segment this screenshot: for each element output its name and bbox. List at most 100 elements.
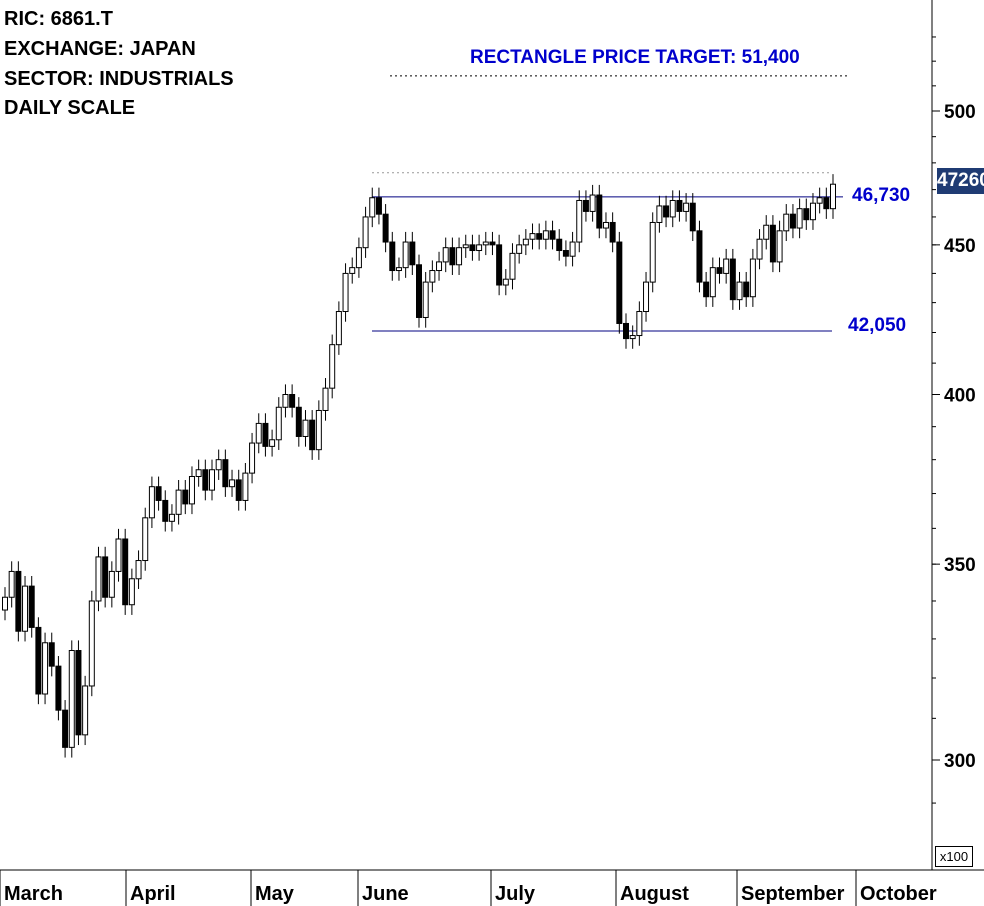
candle-body [315, 409, 322, 451]
candle [155, 476, 162, 511]
candle [676, 190, 683, 222]
candle-body [649, 221, 656, 283]
candle [55, 656, 62, 721]
candle-body [15, 570, 22, 632]
candle-body [222, 459, 229, 488]
candle [496, 234, 503, 296]
candle [549, 220, 556, 250]
candle [289, 384, 296, 418]
candle [8, 561, 15, 608]
candle [202, 459, 209, 501]
candle-body [42, 642, 49, 695]
candle [335, 301, 342, 355]
candle-body [549, 230, 556, 240]
candle-body [663, 205, 670, 218]
candle [636, 301, 643, 346]
candle [756, 229, 763, 270]
candle-body [135, 560, 142, 580]
candle-body [602, 221, 609, 229]
exchange-label: EXCHANGE: JAPAN [4, 38, 196, 60]
candle [556, 229, 563, 261]
candle [315, 400, 322, 460]
y-tick-label: 450 [944, 236, 976, 257]
candle [830, 174, 836, 219]
candle-body [429, 270, 436, 283]
candle-body [235, 479, 242, 501]
candle-body [22, 585, 29, 632]
candle-body [449, 247, 456, 266]
y-tick-label: 500 [944, 102, 976, 123]
candle [643, 271, 650, 322]
candle-body [469, 244, 476, 252]
candle-body [789, 213, 796, 229]
candle-body [696, 230, 703, 283]
candle [255, 413, 262, 454]
candle [502, 269, 509, 296]
candle-body [215, 459, 222, 471]
candle [95, 546, 102, 612]
candle [716, 257, 723, 284]
candle [649, 212, 656, 293]
candle [709, 257, 716, 307]
candle-body [729, 258, 736, 301]
candle [175, 479, 182, 525]
candle-body [830, 183, 836, 210]
candle-body [569, 241, 576, 257]
candle-body [482, 241, 489, 246]
month-label: August [620, 883, 689, 905]
multiplier-box: x100 [935, 846, 973, 867]
candle-body [476, 244, 483, 252]
candle [235, 469, 242, 511]
candle [68, 640, 75, 758]
candle-body [623, 322, 629, 340]
candle [789, 204, 796, 239]
candle [696, 220, 703, 293]
candle-body [509, 252, 516, 280]
candle-body [249, 442, 256, 474]
candle-body [803, 208, 810, 221]
candle [349, 257, 356, 284]
candle-body [456, 247, 463, 266]
month-label: June [362, 883, 409, 905]
candle-body [55, 665, 62, 711]
month-label: March [4, 883, 63, 905]
candle-body [769, 224, 776, 263]
candle [482, 231, 489, 256]
candle-body [242, 472, 249, 501]
candle-body [209, 469, 215, 491]
candle [462, 234, 469, 258]
candle-body [202, 469, 209, 491]
candle [75, 640, 82, 746]
candle [295, 397, 302, 447]
candle-body [188, 475, 195, 505]
candle [309, 410, 316, 460]
candle [769, 215, 776, 273]
candle-body [522, 238, 529, 246]
candle-body [502, 278, 509, 286]
candle [28, 575, 35, 638]
resistance-label: 46,730 [852, 185, 911, 206]
candle [322, 378, 329, 421]
candle-body [88, 600, 95, 687]
candle [182, 479, 189, 515]
candle [302, 410, 309, 447]
candle [489, 231, 496, 256]
candle-body [756, 238, 763, 260]
candle [389, 231, 396, 281]
candle-body [162, 499, 169, 522]
candle-body [489, 241, 496, 246]
candle-body [763, 224, 770, 240]
candle-body [229, 479, 236, 488]
candle-body [128, 578, 135, 606]
candle-body [556, 238, 563, 252]
candle-body [369, 197, 376, 218]
candle-body [562, 250, 569, 257]
y-tick-label: 300 [944, 751, 976, 772]
candle [476, 234, 483, 261]
candle [703, 271, 710, 307]
candle-body [8, 570, 15, 598]
candle-body [709, 267, 716, 298]
candle [469, 234, 476, 261]
scale-label: DAILY SCALE [4, 97, 136, 119]
